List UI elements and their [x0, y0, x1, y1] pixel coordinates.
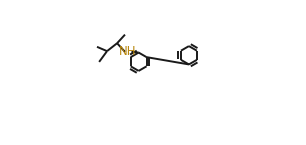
Text: NH: NH: [119, 45, 136, 58]
